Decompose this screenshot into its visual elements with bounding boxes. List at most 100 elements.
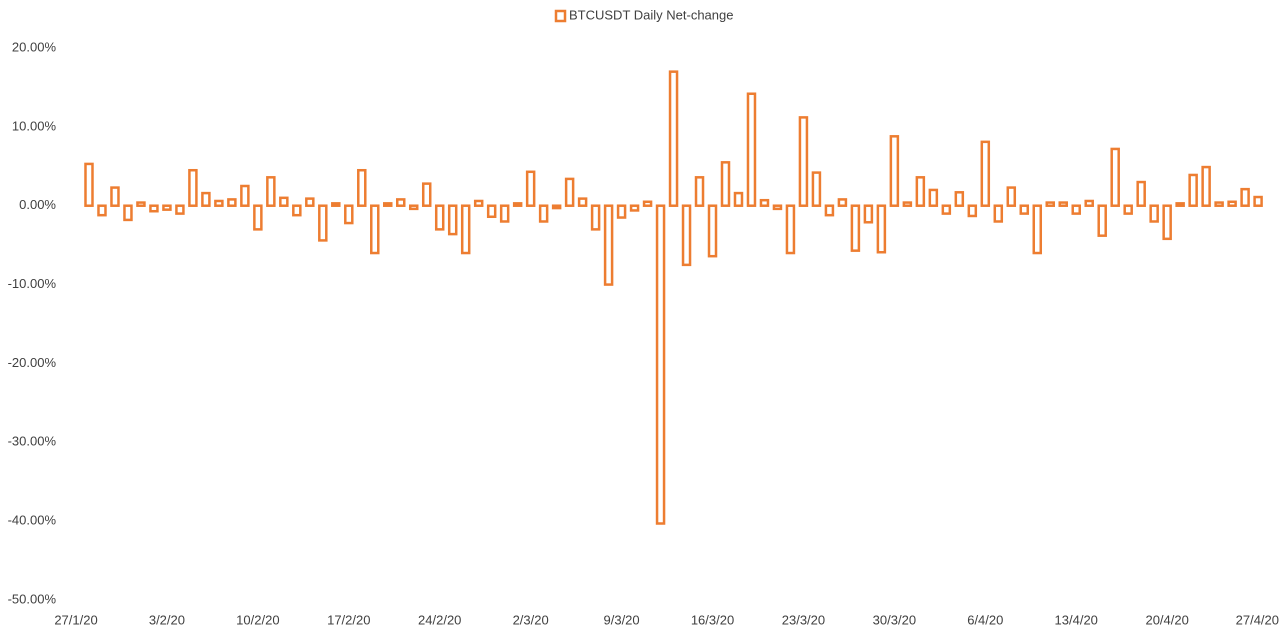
bar bbox=[1084, 199, 1094, 207]
bar bbox=[1019, 204, 1030, 215]
bar bbox=[253, 204, 263, 231]
bar bbox=[525, 170, 536, 207]
bar bbox=[850, 204, 861, 252]
bar bbox=[408, 204, 419, 211]
bar bbox=[993, 204, 1004, 223]
bar bbox=[383, 202, 393, 207]
x-tick-label: 16/3/20 bbox=[691, 612, 734, 627]
bar bbox=[551, 204, 562, 210]
bar bbox=[1227, 200, 1237, 207]
y-tick-label: -50.00% bbox=[8, 591, 57, 606]
bar bbox=[136, 201, 146, 207]
bar bbox=[603, 204, 614, 286]
bar bbox=[837, 198, 848, 207]
bar bbox=[876, 204, 887, 254]
x-tick-label: 10/2/20 bbox=[236, 612, 279, 627]
y-tick-label: -30.00% bbox=[8, 434, 57, 449]
x-tick-label: 9/3/20 bbox=[604, 612, 640, 627]
bar bbox=[512, 202, 523, 207]
bar bbox=[655, 204, 666, 525]
y-tick-label: -40.00% bbox=[8, 513, 57, 528]
legend-label: BTCUSDT Daily Net-change bbox=[569, 7, 733, 22]
y-tick-label: 20.00% bbox=[12, 39, 57, 54]
bar bbox=[642, 200, 653, 207]
bar bbox=[460, 204, 471, 255]
bar bbox=[1123, 204, 1133, 215]
bar bbox=[344, 204, 354, 225]
bar bbox=[564, 177, 575, 207]
bar bbox=[486, 204, 497, 219]
bar bbox=[915, 176, 926, 207]
bar bbox=[266, 176, 276, 207]
bar bbox=[227, 198, 237, 207]
x-tick-label: 23/3/20 bbox=[782, 612, 825, 627]
bar bbox=[1071, 204, 1081, 215]
bar bbox=[1214, 201, 1224, 207]
x-tick-label: 30/3/20 bbox=[873, 612, 916, 627]
bar bbox=[473, 199, 484, 207]
bar bbox=[746, 92, 757, 207]
bar bbox=[863, 204, 874, 224]
bar bbox=[421, 182, 432, 207]
bar bbox=[785, 204, 796, 255]
bar bbox=[370, 204, 380, 255]
x-tick-label: 13/4/20 bbox=[1055, 612, 1098, 627]
bar bbox=[811, 171, 822, 207]
y-tick-label: 0.00% bbox=[19, 197, 56, 212]
bar bbox=[318, 204, 328, 242]
bar bbox=[733, 191, 744, 207]
bar bbox=[720, 161, 731, 207]
bar bbox=[149, 204, 159, 213]
bar bbox=[434, 204, 445, 231]
bar bbox=[629, 204, 640, 212]
bar bbox=[1006, 186, 1017, 207]
bar bbox=[188, 168, 198, 207]
y-tick-label: -10.00% bbox=[8, 276, 57, 291]
bar bbox=[1032, 204, 1043, 255]
bar bbox=[980, 140, 991, 207]
y-tick-label: 10.00% bbox=[12, 118, 57, 133]
bar bbox=[1110, 147, 1120, 207]
legend-swatch bbox=[554, 9, 567, 23]
bar bbox=[577, 197, 588, 207]
bar bbox=[175, 204, 185, 215]
bar bbox=[954, 191, 965, 207]
x-tick-label: 17/2/20 bbox=[327, 612, 370, 627]
x-tick-label: 27/1/20 bbox=[54, 612, 97, 627]
bar bbox=[214, 199, 224, 207]
bar bbox=[1136, 180, 1146, 207]
bar bbox=[84, 162, 94, 207]
bar bbox=[759, 198, 770, 207]
bar bbox=[1149, 204, 1159, 223]
x-tick-label: 2/3/20 bbox=[513, 612, 549, 627]
bar bbox=[201, 191, 211, 207]
bar bbox=[694, 176, 705, 207]
bar bbox=[97, 204, 107, 217]
bar bbox=[1253, 195, 1263, 207]
bar bbox=[279, 196, 289, 207]
x-tick-label: 6/4/20 bbox=[967, 612, 1003, 627]
bar bbox=[331, 202, 341, 207]
x-tick-label: 3/2/20 bbox=[149, 612, 185, 627]
bar bbox=[123, 204, 133, 222]
bar bbox=[772, 204, 783, 211]
bar bbox=[1097, 204, 1107, 237]
bar bbox=[941, 204, 952, 215]
bar bbox=[1058, 201, 1068, 207]
y-tick-label: -20.00% bbox=[8, 355, 57, 370]
bar bbox=[824, 204, 835, 217]
bar bbox=[396, 198, 406, 207]
bar bbox=[668, 70, 679, 207]
bar bbox=[499, 204, 510, 223]
bar bbox=[928, 188, 939, 207]
bar bbox=[1175, 202, 1185, 207]
bar bbox=[538, 204, 549, 223]
bar bbox=[162, 204, 172, 211]
bar bbox=[681, 204, 692, 267]
bar bbox=[1188, 173, 1198, 207]
bar bbox=[798, 116, 809, 207]
bar bbox=[110, 186, 120, 207]
bar bbox=[707, 204, 718, 258]
x-tick-label: 24/2/20 bbox=[418, 612, 461, 627]
